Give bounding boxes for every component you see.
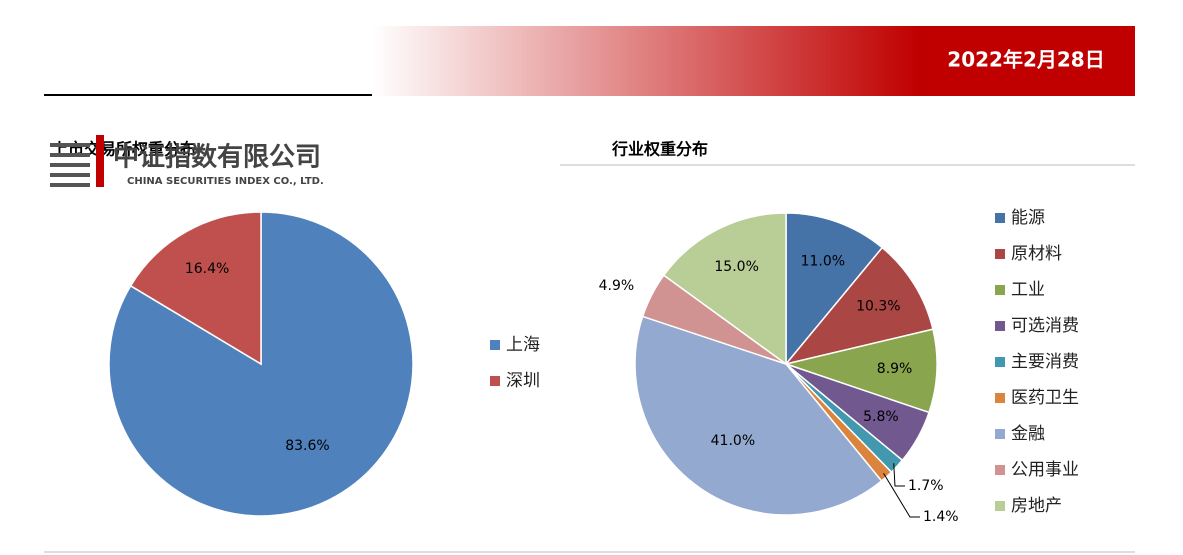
legend-swatch [995,213,1005,223]
header-date: 2022年2月28日 [947,48,1104,72]
legend-label: 房地产 [1011,496,1062,516]
pie-slice [662,212,787,366]
data-label: 16.4% [185,261,229,277]
data-label: 41.0% [711,433,755,449]
data-label: 4.9% [599,278,635,294]
legend-swatch [995,321,1005,331]
legend-label: 公用事业 [1011,460,1079,480]
data-label: 1.7% [908,478,944,494]
legend-swatch [995,357,1005,367]
pie-slice [785,212,884,367]
legend-swatch [995,465,1005,475]
legend-label: 可选消费 [1011,316,1079,336]
legend-swatch [995,249,1005,259]
leader-line [893,463,905,487]
data-label: 15.0% [714,259,758,275]
legend-swatch [995,429,1005,439]
pie-slice [108,211,414,517]
data-label: 10.3% [856,299,900,315]
legend-swatch [490,340,500,350]
data-label: 8.9% [877,361,913,377]
pie-slice [129,211,262,366]
legend-swatch [995,285,1005,295]
pie-slice [783,328,938,414]
data-label: 11.0% [801,254,845,270]
legend-label: 金融 [1011,424,1045,444]
logo-text: 中证指数有限公司 [113,143,321,173]
legend-swatch [995,501,1005,511]
header-date-box [918,26,1135,96]
legend-label: 能源 [1011,208,1045,228]
legend-label: 工业 [1011,280,1045,300]
legend-label: 原材料 [1011,244,1062,264]
data-label: 83.6% [285,438,329,454]
legend-swatch [490,376,500,386]
legend-swatch [995,393,1005,403]
legend-label: 医药卫生 [1011,388,1079,408]
data-label: 5.8% [863,409,899,425]
header-band [372,26,918,96]
data-label: 1.4% [923,509,959,525]
logo-text-en: CHINA SECURITIES INDEX CO., LTD. [127,176,324,187]
leader-line [883,472,920,518]
logo-icon [50,135,104,187]
legend-label: 上海 [506,335,540,355]
pie-slice [634,315,883,516]
legend-label: 主要消费 [1011,352,1079,372]
chart-title: 行业权重分布 [611,140,708,159]
pie-slice [783,246,934,366]
legend-label: 深圳 [506,371,540,391]
